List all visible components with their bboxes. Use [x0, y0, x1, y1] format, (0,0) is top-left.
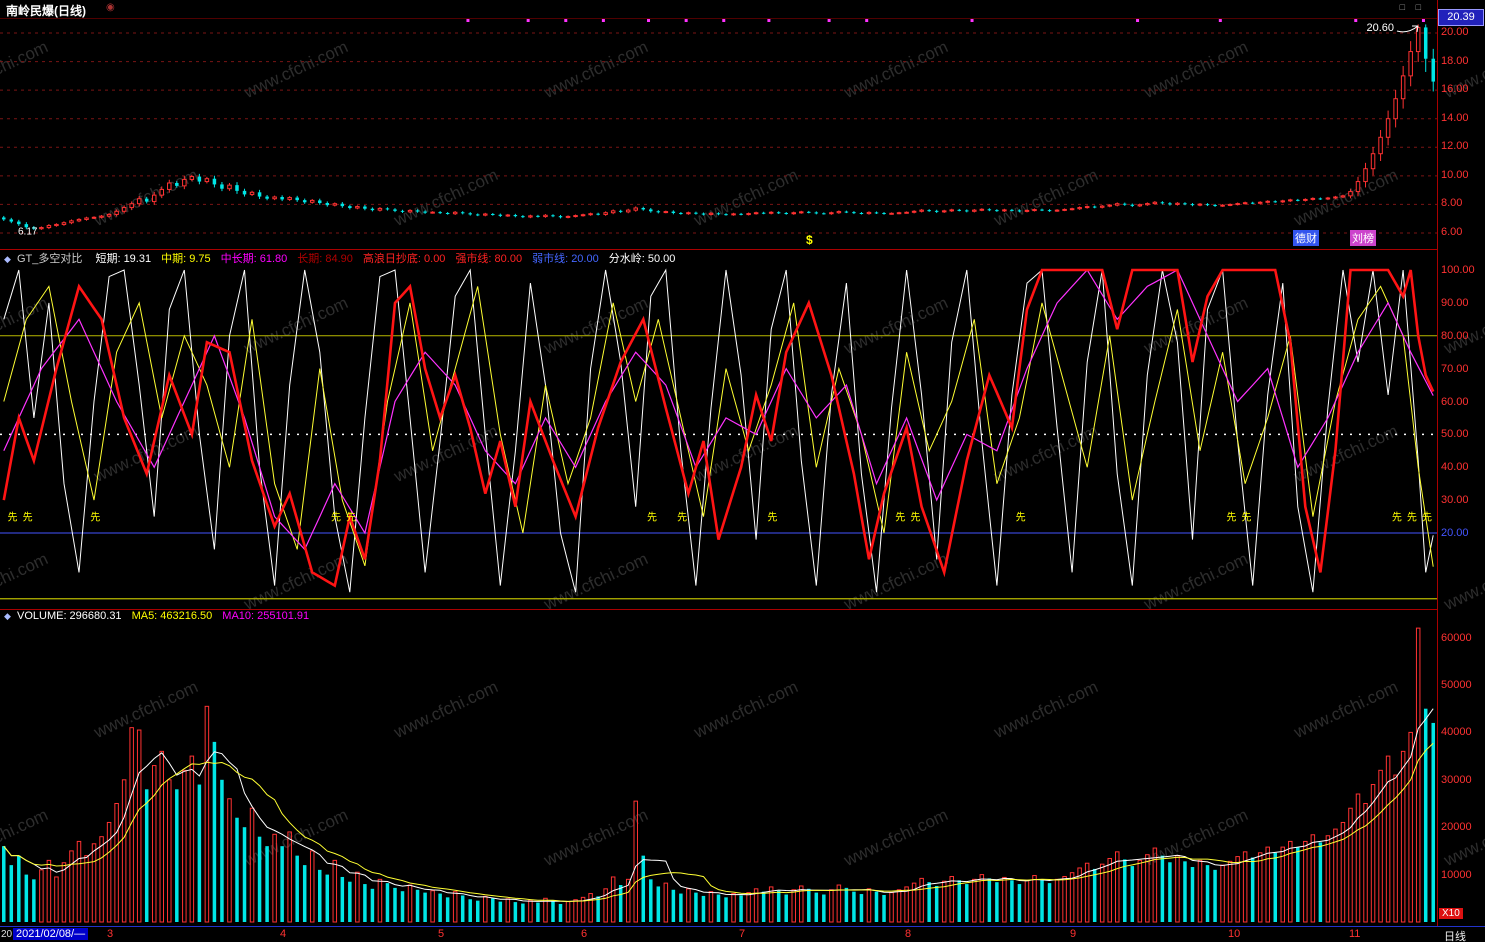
- title-marker-icon: ◉: [106, 2, 115, 13]
- y-axis-label: 60.00: [1441, 396, 1469, 408]
- y-axis-label: 8.00: [1441, 197, 1462, 209]
- y-axis-label: 10.00: [1441, 169, 1469, 181]
- signal-text-mark: 先: [23, 512, 33, 524]
- month-label: 4: [280, 928, 286, 940]
- ind-fields-5: 强市线: 80.00: [455, 253, 522, 265]
- indicator-marker-icon: ◆: [4, 254, 11, 264]
- volume-values: VOLUME: 296680.31 MA5: 463216.50 MA10: 255…: [17, 610, 319, 622]
- signal-text-mark: 先: [895, 512, 905, 524]
- signal-text-mark: 先: [331, 512, 341, 524]
- y-axis-label: 20.00: [1441, 527, 1469, 539]
- ind-fields-6: 弱市线: 20.00: [532, 253, 599, 265]
- y-axis-label: 10000: [1441, 869, 1472, 881]
- y-axis-label: 70.00: [1441, 363, 1469, 375]
- month-label: 9: [1070, 928, 1076, 940]
- indicator-title[interactable]: GT_多空对比: [17, 253, 82, 265]
- dollar-mark: $: [806, 233, 813, 247]
- y-axis-label: 30000: [1441, 774, 1472, 786]
- y-axis-label: 6.00: [1441, 226, 1462, 238]
- y-axis-label: 12.00: [1441, 140, 1469, 152]
- start-date-label[interactable]: 2021/02/08/—: [13, 928, 88, 940]
- timeline-bar[interactable]: 20 2021/02/08/— 日线 3 4 5 6 7 8 9 10 11: [0, 926, 1485, 942]
- indicator-chart[interactable]: 先先先先先先先先先先先先先先先先: [0, 265, 1437, 607]
- signal-text-mark: 先: [647, 512, 657, 524]
- signal-text-mark: 先: [910, 512, 920, 524]
- month-label: 8: [905, 928, 911, 940]
- ind-fields-2: 中长期: 61.80: [221, 253, 288, 265]
- signal-text-mark: 先: [1241, 512, 1251, 524]
- volume-marker-icon: ◆: [4, 611, 11, 621]
- volume-chart[interactable]: [0, 626, 1437, 926]
- signal-text-mark: 先: [1226, 512, 1236, 524]
- month-label: 5: [438, 928, 444, 940]
- signal-text-mark: 先: [1407, 512, 1417, 524]
- indicator-line-中期: [4, 286, 1433, 566]
- ind-fields-3: 长期: 84.90: [297, 253, 353, 265]
- signal-text-mark: 先: [1392, 512, 1402, 524]
- volume-header: ◆ VOLUME: 296680.31 MA5: 463216.50 MA10: 2…: [0, 609, 1437, 626]
- y-axis-label: 20.00: [1441, 26, 1469, 38]
- volume-ma10-line: [4, 743, 1433, 901]
- y-axis-label: 50.00: [1441, 428, 1469, 440]
- y-axis-label: 16.00: [1441, 83, 1469, 95]
- signal-text-mark: 先: [8, 512, 18, 524]
- y-axis-label: 100.00: [1441, 264, 1475, 276]
- signal-text-mark: 先: [1016, 512, 1026, 524]
- titlebar-icon-1[interactable]: □: [1400, 2, 1409, 12]
- volume-ma5-line: [4, 709, 1433, 902]
- signal-text-mark: 先: [1422, 512, 1432, 524]
- y-axis-label: 80.00: [1441, 330, 1469, 342]
- last-price-badge: 20.39: [1438, 9, 1484, 26]
- y-axis-label: 20000: [1441, 821, 1472, 833]
- low-price-annotation: 6.17: [18, 227, 38, 238]
- ind-fields-0: 短期: 19.31: [95, 253, 151, 265]
- indicator-line-中长期: [4, 270, 1433, 549]
- trading-app-window: www.cfchi.comwww.cfchi.comwww.cfchi.comw…: [0, 0, 1485, 942]
- y-axis-label: 90.00: [1441, 297, 1469, 309]
- signal-text-mark: 先: [90, 512, 100, 524]
- high-price-annotation: 20.60: [1366, 22, 1394, 34]
- titlebar: 南岭民爆(日线) ◉ □ □: [0, 0, 1485, 18]
- signal-text-mark: 先: [677, 512, 687, 524]
- month-label: 3: [107, 928, 113, 940]
- volume-multiplier-badge: X10: [1439, 908, 1463, 919]
- y-axis-label: 40000: [1441, 726, 1472, 738]
- stamp-badge-2: 刘榜: [1350, 230, 1376, 246]
- signal-text-mark: 先: [767, 512, 777, 524]
- period-label[interactable]: 日线: [1444, 928, 1466, 942]
- month-label: 10: [1228, 928, 1240, 940]
- indicator-panel[interactable]: 先先先先先先先先先先先先先先先先: [0, 265, 1437, 607]
- ind-fields-4: 高浪日抄底: 0.00: [363, 253, 446, 265]
- vol-fields-2: MA10: 255101.91: [222, 610, 309, 622]
- indicator-header: ◆ GT_多空对比 短期: 19.31 中期: 9.75 中长期: 61.80 长期:…: [0, 249, 1437, 265]
- ind-fields-7: 分水岭: 50.00: [609, 253, 676, 265]
- y-axis-label: 50000: [1441, 679, 1472, 691]
- kline-chart[interactable]: 6.17 20.60: [0, 19, 1437, 248]
- stamp-badge-1: 德财: [1293, 230, 1319, 246]
- kline-panel[interactable]: 6.17 20.60 $ 德财 刘榜: [0, 18, 1437, 248]
- y-axis-label: 14.00: [1441, 112, 1469, 124]
- vol-fields-1: MA5: 463216.50: [132, 610, 213, 622]
- month-label: 7: [739, 928, 745, 940]
- y-axis-label: 40.00: [1441, 461, 1469, 473]
- signal-text-mark: 先: [346, 512, 356, 524]
- volume-panel[interactable]: [0, 626, 1437, 926]
- ind-fields-1: 中期: 9.75: [161, 253, 211, 265]
- indicator-values: 短期: 19.31 中期: 9.75 中长期: 61.80 长期: 84.90 高浪日抄…: [95, 253, 685, 265]
- y-axis-label: 18.00: [1441, 55, 1469, 67]
- y-axis-label: 30.00: [1441, 494, 1469, 506]
- window-title: 南岭民爆(日线): [6, 2, 86, 19]
- month-label: 11: [1349, 928, 1360, 940]
- timeline-left-fragment: 20: [1, 929, 12, 940]
- y-axis-label: 60000: [1441, 632, 1472, 644]
- titlebar-icon-2[interactable]: □: [1416, 2, 1425, 12]
- vol-fields-0: VOLUME: 296680.31: [17, 610, 122, 622]
- month-label: 6: [581, 928, 587, 940]
